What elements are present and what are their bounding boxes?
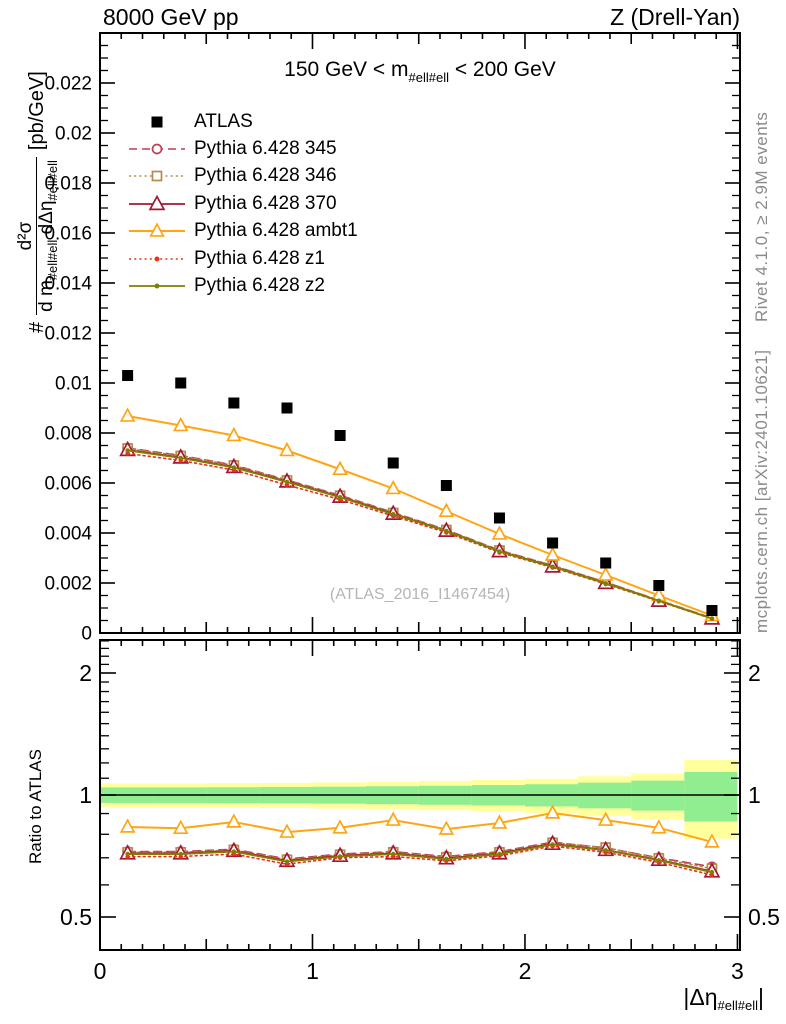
legend-item: Pythia 6.428 ambt1 xyxy=(126,218,358,245)
svg-text:0.016: 0.016 xyxy=(44,224,92,245)
legend-marker-sample xyxy=(129,171,185,182)
header-beam-energy: 8000 GeV pp xyxy=(103,4,239,30)
ratio-y-axis-title: Ratio to ATLAS xyxy=(26,749,45,864)
green-band-bin xyxy=(684,771,738,822)
y-title-units: [pb/GeV] xyxy=(26,71,49,151)
legend-marker-sample xyxy=(129,283,185,289)
legend-marker-sample xyxy=(129,194,185,211)
series-pythia-6-428-z2 xyxy=(125,842,715,875)
legend-item: Pythia 6.428 z1 xyxy=(126,245,358,272)
svg-text:0.002: 0.002 xyxy=(44,574,92,595)
series-pythia-6-428-ambt1 xyxy=(119,407,720,622)
header-process: Z (Drell-Yan) xyxy=(610,4,740,30)
y-title-prefix: # xyxy=(26,321,49,333)
ratio-uncertainty-bands xyxy=(100,759,740,839)
legend-marker-sample xyxy=(129,143,185,155)
svg-text:0.02: 0.02 xyxy=(55,124,92,145)
svg-text:1: 1 xyxy=(306,958,319,984)
legend: ATLAS Pythia 6.428 345 Pythia 6.428 346 Pyt… xyxy=(126,108,358,300)
axes: 0 1 2 3 0 0.002 0.004 0.006 0.008 0.01 0.012 0.014 0… xyxy=(44,32,780,984)
legend-item-label: Pythia 6.428 z1 xyxy=(194,247,325,269)
svg-text:1: 1 xyxy=(79,782,92,808)
svg-text:0.5: 0.5 xyxy=(60,904,92,930)
svg-text:1: 1 xyxy=(748,782,761,808)
svg-text:0.01: 0.01 xyxy=(55,374,92,395)
analysis-id-watermark: (ATLAS_2016_I1467454) xyxy=(329,586,511,603)
svg-text:0.006: 0.006 xyxy=(44,474,92,495)
legend-item-label: ATLAS xyxy=(194,110,253,132)
legend-item: Pythia 6.428 370 xyxy=(126,190,358,217)
x-axis-title: |Δη#ell#ell| xyxy=(100,984,764,1013)
y-title-denominator: d m#ell#ell dΔη#ell#ell xyxy=(35,157,60,315)
ratio-panel-series xyxy=(119,804,721,878)
series-pythia-6-428-z2 xyxy=(125,448,715,621)
legend-item: Pythia 6.428 z2 xyxy=(126,272,358,299)
y-title-numerator: d²σ xyxy=(15,221,36,251)
svg-text:0.014: 0.014 xyxy=(44,274,92,295)
plot-title: 150 GeV < m#ell#ell < 200 GeV xyxy=(100,58,740,85)
legend-item: Pythia 6.428 345 xyxy=(126,135,358,162)
legend-item-label: Pythia 6.428 z2 xyxy=(194,275,325,297)
legend-marker-sample xyxy=(129,222,185,238)
x-title-subscript: #ell#ell xyxy=(717,998,759,1013)
svg-text:3: 3 xyxy=(731,958,744,984)
svg-text:0.018: 0.018 xyxy=(44,174,92,195)
main-panel-series xyxy=(119,370,721,625)
legend-item-label: Pythia 6.428 346 xyxy=(194,165,337,187)
legend-item-label: Pythia 6.428 ambt1 xyxy=(194,220,358,242)
svg-text:0.5: 0.5 xyxy=(748,904,780,930)
svg-text:0.004: 0.004 xyxy=(44,524,92,545)
svg-text:0.022: 0.022 xyxy=(44,74,92,95)
series-pythia-6-428-z1 xyxy=(125,843,715,878)
legend-item-label: Pythia 6.428 345 xyxy=(194,138,337,160)
rivet-version-note: Rivet 4.1.0, ≥ 2.9M events xyxy=(752,111,771,322)
svg-text:0.012: 0.012 xyxy=(44,324,92,345)
plot-title-subscript: #ell#ell xyxy=(408,70,449,85)
svg-text:2: 2 xyxy=(748,660,761,686)
legend-marker-sample xyxy=(151,116,163,128)
svg-text:2: 2 xyxy=(79,660,92,686)
svg-text:0: 0 xyxy=(81,624,92,645)
series-pythia-6-428-ambt1 xyxy=(119,804,720,848)
plot-title-post: < 200 GeV xyxy=(448,58,556,81)
main-y-axis-title: # d²σ d m#ell#ell dΔη#ell#ell [pb/GeV] xyxy=(15,71,60,333)
mcplots-arxiv-note: mcplots.cern.ch [arXiv:2401.10621] xyxy=(752,349,771,633)
svg-text:0.008: 0.008 xyxy=(44,424,92,445)
legend-marker-sample xyxy=(129,256,185,262)
plot-title-pre: 150 GeV < m xyxy=(284,58,409,81)
svg-text:2: 2 xyxy=(519,958,532,984)
legend-item: Pythia 6.428 346 xyxy=(126,163,358,190)
x-title-pre: |Δη xyxy=(683,984,718,1010)
legend-item: ATLAS xyxy=(126,108,358,135)
series-atlas xyxy=(122,370,718,616)
x-title-post: | xyxy=(758,984,764,1010)
legend-item-label: Pythia 6.428 370 xyxy=(194,192,337,214)
svg-text:0: 0 xyxy=(94,958,107,984)
y-title-fraction: d²σ d m#ell#ell dΔη#ell#ell xyxy=(15,157,60,315)
